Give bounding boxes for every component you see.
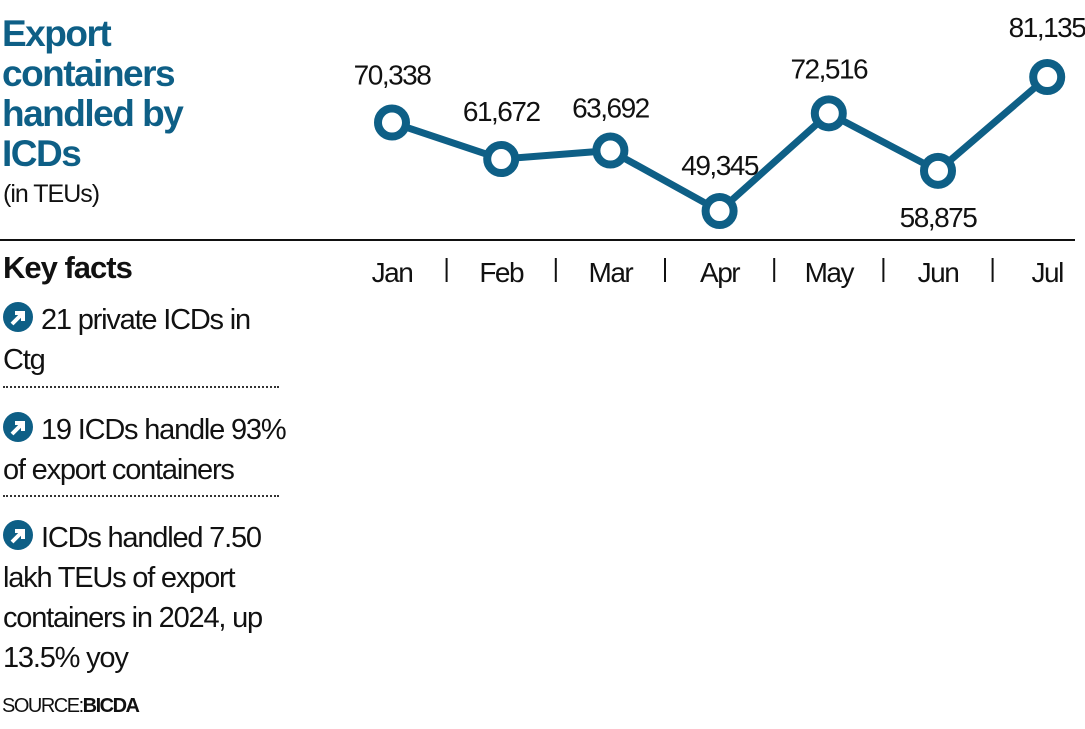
arrow-circle-icon: [3, 412, 33, 442]
x-tick-label: Jun: [918, 257, 959, 288]
x-tick-label: Mar: [589, 257, 634, 288]
data-point: [810, 95, 847, 132]
data-point: [483, 141, 520, 178]
x-tick-label: Jan: [372, 257, 413, 288]
data-label: 58,875: [900, 202, 978, 233]
x-tick-label: Feb: [479, 257, 524, 288]
data-point: [701, 193, 738, 229]
fact-text: 19 ICDs handle 93% of export containers: [3, 414, 287, 486]
key-facts-heading: Key facts: [3, 250, 133, 285]
data-label: 72,516: [790, 53, 868, 84]
source-name: BICDA: [82, 695, 140, 717]
line-chart: 70,338 Jan 61,672 Feb 63,692 Mar 49,345 Apr 72,5…: [0, 12, 1085, 288]
data-label: 70,338: [354, 60, 432, 91]
fact-text: ICDs handled 7.50 lakh TEUs of export co…: [3, 522, 263, 674]
x-tick-label: Apr: [700, 257, 740, 288]
chart-subtitle: (in TEUs): [3, 180, 100, 208]
fact-text: 21 private ICDs in Ctg: [3, 304, 251, 376]
chart-title: Export containers handled by ICDs: [2, 13, 184, 174]
source-line: SOURCE:BICDA: [2, 695, 140, 718]
x-tick-label: May: [805, 257, 855, 288]
data-label: 63,692: [572, 93, 650, 124]
fact-item: 21 private ICDs in Ctg: [3, 300, 293, 380]
arrow-circle-icon: [3, 520, 33, 550]
divider: [3, 495, 279, 497]
source-label: SOURCE:: [2, 695, 84, 717]
fact-item: 19 ICDs handle 93% of export containers: [3, 410, 293, 490]
arrow-circle-icon: [3, 302, 33, 332]
data-label: 81,135: [1009, 12, 1085, 43]
data-point: [920, 152, 956, 189]
data-point: [1029, 59, 1066, 95]
fact-item: ICDs handled 7.50 lakh TEUs of export co…: [3, 518, 293, 678]
divider: [3, 386, 279, 388]
x-tick-label: Jul: [1032, 257, 1064, 288]
data-label: 61,672: [463, 96, 541, 127]
data-point: [592, 132, 629, 169]
data-label: 49,345: [681, 150, 759, 181]
data-point: [374, 104, 410, 141]
